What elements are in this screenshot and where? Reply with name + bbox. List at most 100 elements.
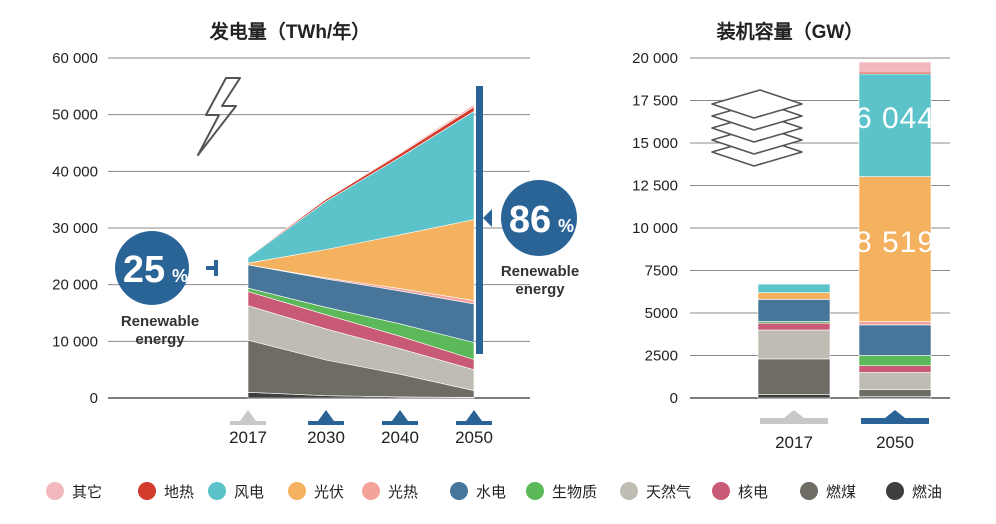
- bar-segment-水电-2050: [858, 324, 932, 356]
- bar-segment-核电-2050: [858, 365, 932, 373]
- callout-unit-2017: %: [172, 266, 188, 286]
- legend-swatch: [362, 482, 380, 500]
- bar-segment-光热-2050: [858, 321, 932, 326]
- stack-layers-icon: [711, 89, 803, 167]
- legend-swatch: [620, 482, 638, 500]
- bar-segment-光伏-2017: [757, 292, 831, 300]
- legend-item-生物质: 生物质: [526, 474, 597, 508]
- bar-segment-风电-2050: [858, 73, 932, 177]
- bar-segment-燃煤-2050: [858, 389, 932, 397]
- legend-label: 风电: [234, 483, 265, 501]
- callout-unit-2050: %: [558, 216, 574, 236]
- right-y-tick-label: 17 500: [632, 93, 678, 110]
- callout-label-2050-line1: Renewable: [501, 263, 579, 280]
- bar-segment-天然气-2050: [858, 372, 932, 390]
- right-y-tick-label: 10 000: [632, 220, 678, 237]
- legend-label: 光伏: [314, 483, 345, 501]
- left-x-years: 2017 2030 2040 2050: [229, 410, 493, 447]
- legend-item-水电: 水电: [450, 474, 506, 508]
- legend-item-天然气: 天然气: [620, 474, 691, 508]
- right-y-tick-label: 12 500: [632, 178, 678, 195]
- callout-label-2017-line2: energy: [135, 331, 185, 348]
- legend-swatch: [712, 482, 730, 500]
- legend-item-核电: 核电: [712, 474, 768, 508]
- x-marker-bar-2050: [861, 410, 929, 424]
- renewable-callout-2017: 25 % Renewable energy: [115, 231, 218, 348]
- left-x-label-2017: 2017: [229, 428, 267, 447]
- left-x-label-2040: 2040: [381, 428, 419, 447]
- callout-bracket-2050: [476, 86, 483, 354]
- legend-label: 核电: [738, 483, 769, 501]
- right-y-tick-label: 20 000: [632, 50, 678, 67]
- bar-segment-光伏-2050: [858, 176, 932, 322]
- left-y-tick-label: 40 000: [52, 163, 98, 180]
- x-marker-2030: [308, 410, 344, 425]
- callout-bracket-2017: [206, 260, 218, 276]
- right-y-ticks: 0 2500 5000 7500 10 000 12 500 15 000 17 500 20 …: [632, 50, 678, 407]
- right-y-tick-label: 15 000: [632, 135, 678, 152]
- legend-item-地热: 地热: [138, 474, 194, 508]
- legend-item-风电: 风电: [208, 474, 264, 508]
- right-y-tick-label: 5000: [645, 305, 678, 322]
- right-y-tick-label: 2500: [645, 348, 678, 365]
- legend-label: 其它: [72, 483, 103, 501]
- left-y-tick-label: 20 000: [52, 277, 98, 294]
- left-y-tick-label: 60 000: [52, 50, 98, 67]
- callout-bubble-2017: [115, 231, 189, 305]
- left-y-ticks: 0 10 000 20 000 30 000 40 000 50 000 60 000: [52, 50, 98, 407]
- legend-label: 光热: [388, 483, 419, 501]
- right-bars: [757, 61, 932, 399]
- legend-swatch: [886, 482, 904, 500]
- area-series-其它: [247, 103, 475, 258]
- legend-swatch: [450, 482, 468, 500]
- callout-number-2017: 25: [123, 249, 165, 291]
- x-marker-2040: [382, 410, 418, 425]
- bar-segment-风电-2017: [757, 283, 831, 293]
- legend: 其它 地热 风电 光伏 光热 水电 生物质 天然气 核电 燃煤 燃油: [0, 474, 996, 508]
- left-y-tick-label: 30 000: [52, 220, 98, 237]
- legend-swatch: [208, 482, 226, 500]
- legend-label: 生物质: [552, 483, 598, 501]
- left-x-label-2030: 2030: [307, 428, 345, 447]
- legend-item-燃煤: 燃煤: [800, 474, 856, 508]
- bar-label-pv-2050: 8 519: [855, 226, 935, 259]
- legend-swatch: [46, 482, 64, 500]
- right-x-years: 2017 2050: [760, 410, 929, 452]
- bar-segment-其它-2050: [858, 61, 932, 73]
- legend-label: 水电: [476, 483, 507, 501]
- bar-segment-生物质-2050: [858, 355, 932, 366]
- left-x-label-2050: 2050: [455, 428, 493, 447]
- x-marker-bar-2017: [760, 410, 828, 424]
- callout-label-2050-line2: energy: [515, 281, 565, 298]
- callout-arrow-2050: [483, 209, 492, 227]
- legend-item-其它: 其它: [46, 474, 102, 508]
- legend-label: 地热: [164, 483, 195, 501]
- legend-label: 燃煤: [826, 483, 857, 501]
- left-y-tick-label: 50 000: [52, 107, 98, 124]
- callout-label-2017-line1: Renewable: [121, 313, 199, 330]
- legend-item-光伏: 光伏: [288, 474, 344, 508]
- left-areas: [247, 103, 475, 399]
- left-y-tick-label: 10 000: [52, 333, 98, 350]
- bar-label-wind-2050: 6 044: [855, 102, 935, 135]
- right-y-tick-label: 7500: [645, 263, 678, 280]
- legend-label: 天然气: [646, 483, 692, 501]
- x-marker-2050: [456, 410, 492, 425]
- legend-item-燃油: 燃油: [886, 474, 942, 508]
- bar-segment-核电-2017: [757, 322, 831, 331]
- right-chart-title: 装机容量（GW）: [716, 20, 864, 43]
- bar-segment-燃油-2017: [757, 394, 831, 399]
- legend-swatch: [138, 482, 156, 500]
- legend-item-光热: 光热: [362, 474, 418, 508]
- energy-chart: 发电量（TWh/年） 0 10 000 20 000 30 000 40 000 50 0…: [52, 20, 950, 452]
- legend-label: 燃油: [912, 483, 943, 501]
- x-marker-2017: [230, 410, 266, 425]
- legend-swatch: [288, 482, 306, 500]
- lightning-icon: [197, 77, 241, 156]
- legend-swatch: [526, 482, 544, 500]
- callout-bubble-2050: [501, 180, 577, 256]
- bar-segment-燃煤-2017: [757, 358, 831, 395]
- legend-swatch: [800, 482, 818, 500]
- left-y-tick-label: 0: [90, 390, 98, 407]
- callout-number-2050: 86: [509, 199, 551, 241]
